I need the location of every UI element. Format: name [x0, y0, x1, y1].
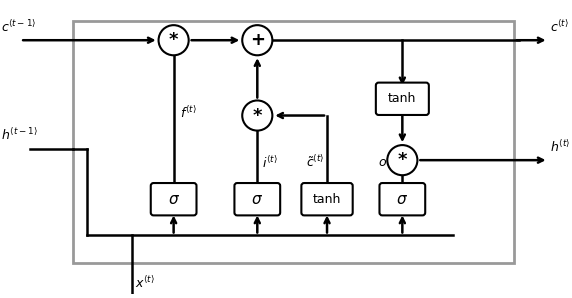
FancyBboxPatch shape	[73, 21, 514, 263]
Circle shape	[242, 100, 272, 131]
Text: $\tilde{c}^{\langle t\rangle}$: $\tilde{c}^{\langle t\rangle}$	[306, 154, 324, 170]
Text: tanh: tanh	[388, 92, 416, 105]
Text: $\sigma$: $\sigma$	[396, 192, 408, 207]
Circle shape	[387, 145, 418, 175]
Text: $f^{\langle t\rangle}$: $f^{\langle t\rangle}$	[180, 105, 197, 121]
Text: *: *	[169, 31, 178, 49]
Text: $i^{\langle t\rangle}$: $i^{\langle t\rangle}$	[262, 156, 278, 171]
Text: $o^{\langle t\rangle}$: $o^{\langle t\rangle}$	[378, 154, 398, 170]
FancyBboxPatch shape	[301, 183, 353, 215]
Text: $h^{\langle t\rangle}$: $h^{\langle t\rangle}$	[550, 139, 571, 155]
Text: $c^{\langle t\rangle}$: $c^{\langle t\rangle}$	[550, 19, 569, 35]
Text: $\sigma$: $\sigma$	[251, 192, 263, 207]
Text: $\sigma$: $\sigma$	[168, 192, 180, 207]
FancyBboxPatch shape	[379, 183, 425, 215]
Text: $h^{\langle t-1\rangle}$: $h^{\langle t-1\rangle}$	[1, 128, 37, 143]
Text: *: *	[253, 106, 262, 125]
FancyBboxPatch shape	[235, 183, 280, 215]
Text: +: +	[250, 31, 265, 49]
Text: $x^{\langle t\rangle}$: $x^{\langle t\rangle}$	[134, 275, 154, 291]
Text: *: *	[398, 151, 407, 169]
Text: $c^{\langle t-1\rangle}$: $c^{\langle t-1\rangle}$	[1, 19, 36, 35]
FancyBboxPatch shape	[376, 83, 429, 115]
FancyBboxPatch shape	[151, 183, 197, 215]
Circle shape	[242, 25, 272, 55]
Circle shape	[158, 25, 189, 55]
Text: tanh: tanh	[313, 193, 341, 206]
